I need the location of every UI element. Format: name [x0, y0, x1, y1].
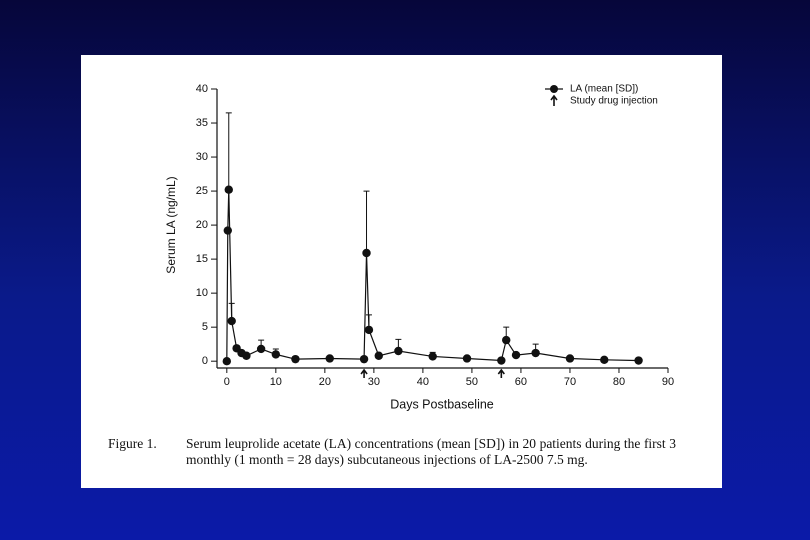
data-point — [600, 355, 609, 365]
figure-panel — [81, 55, 722, 488]
injection-arrow — [360, 368, 368, 378]
data-point — [227, 316, 236, 326]
data-point — [462, 354, 472, 363]
data-point — [634, 356, 643, 365]
x-tick-label: 60 — [515, 376, 527, 388]
legend-marker — [550, 85, 558, 93]
x-tick-label: 30 — [368, 376, 380, 388]
data-point — [256, 344, 266, 354]
data-point — [291, 354, 300, 364]
x-tick-label: 0 — [224, 376, 230, 388]
data-point — [565, 354, 575, 363]
data-point — [325, 354, 334, 363]
data-point — [242, 351, 251, 360]
x-tick-label: 40 — [417, 376, 429, 388]
data-point — [374, 351, 383, 360]
data-point — [364, 325, 374, 335]
x-tick-label: 50 — [466, 376, 478, 388]
data-point — [497, 356, 506, 365]
y-tick-label: 10 — [196, 287, 208, 299]
caption-label: Figure 1. — [108, 436, 157, 451]
x-tick-label: 90 — [662, 376, 674, 388]
x-tick-label: 70 — [564, 376, 576, 388]
y-tick-label: 40 — [196, 83, 208, 95]
y-tick-label: 25 — [196, 185, 208, 197]
error-bar — [363, 190, 370, 253]
data-point — [511, 350, 521, 360]
data-point — [428, 352, 437, 361]
caption-text: Serum leuprolide acetate (LA) concentrat… — [186, 436, 676, 467]
legend-label: Study drug injection — [570, 96, 658, 107]
y-tick-label: 0 — [202, 355, 208, 367]
y-tick-label: 5 — [202, 321, 208, 333]
data-point — [271, 350, 281, 359]
data-point — [359, 354, 369, 364]
caption: Figure 1. Serum leuprolide acetate (LA) … — [108, 436, 708, 468]
data-point — [222, 356, 232, 366]
y-tick-label: 35 — [196, 117, 208, 129]
data-point — [531, 348, 540, 358]
data-point — [394, 346, 403, 356]
data-point — [362, 248, 371, 258]
legend-arrow — [550, 94, 558, 106]
data-point — [502, 335, 511, 345]
y-axis-label: Serum LA (ng/mL) — [164, 176, 178, 273]
y-tick-label: 15 — [196, 253, 208, 265]
x-axis-label: Days Postbaseline — [390, 397, 494, 411]
injection-arrow — [497, 368, 505, 378]
x-tick-label: 10 — [270, 376, 282, 388]
x-tick-label: 20 — [319, 376, 331, 388]
y-tick-label: 20 — [196, 219, 208, 231]
x-tick-label: 80 — [613, 376, 625, 388]
data-point — [224, 185, 233, 194]
y-tick-label: 30 — [196, 151, 208, 163]
series-line — [226, 189, 639, 362]
error-bar — [225, 112, 232, 190]
legend-label: LA (mean [SD]) — [570, 84, 638, 95]
data-point — [223, 226, 232, 235]
